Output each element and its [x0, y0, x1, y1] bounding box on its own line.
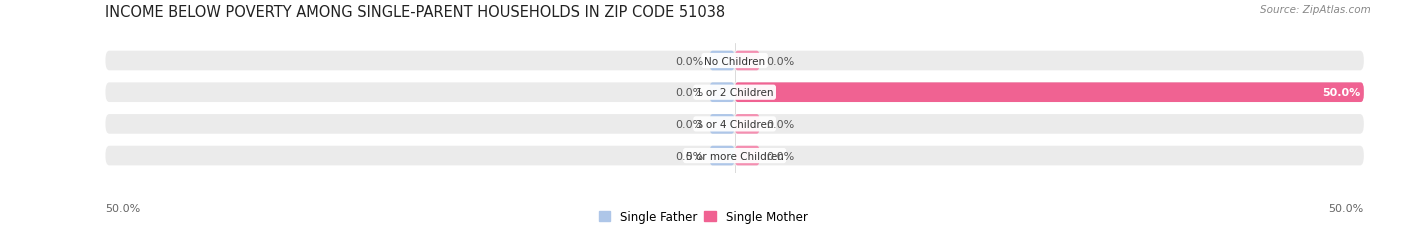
FancyBboxPatch shape: [105, 52, 1364, 71]
Text: 0.0%: 0.0%: [766, 151, 794, 161]
Text: 50.0%: 50.0%: [105, 203, 141, 213]
Text: 1 or 2 Children: 1 or 2 Children: [696, 88, 773, 98]
Text: 0.0%: 0.0%: [675, 56, 703, 66]
Text: 50.0%: 50.0%: [1329, 203, 1364, 213]
FancyBboxPatch shape: [105, 115, 1364, 134]
FancyBboxPatch shape: [734, 146, 759, 166]
FancyBboxPatch shape: [710, 146, 734, 166]
Text: 5 or more Children: 5 or more Children: [686, 151, 783, 161]
Text: 0.0%: 0.0%: [675, 88, 703, 98]
Text: 0.0%: 0.0%: [675, 151, 703, 161]
Legend: Single Father, Single Mother: Single Father, Single Mother: [599, 210, 807, 223]
FancyBboxPatch shape: [710, 83, 734, 103]
Text: 50.0%: 50.0%: [1322, 88, 1360, 98]
FancyBboxPatch shape: [710, 52, 734, 71]
FancyBboxPatch shape: [105, 146, 1364, 166]
FancyBboxPatch shape: [734, 83, 1364, 103]
Text: Source: ZipAtlas.com: Source: ZipAtlas.com: [1260, 5, 1371, 15]
FancyBboxPatch shape: [105, 83, 1364, 103]
Text: 0.0%: 0.0%: [766, 56, 794, 66]
Text: No Children: No Children: [704, 56, 765, 66]
FancyBboxPatch shape: [710, 115, 734, 134]
Text: 0.0%: 0.0%: [766, 119, 794, 129]
FancyBboxPatch shape: [734, 115, 759, 134]
FancyBboxPatch shape: [734, 52, 759, 71]
Text: 0.0%: 0.0%: [675, 119, 703, 129]
Text: INCOME BELOW POVERTY AMONG SINGLE-PARENT HOUSEHOLDS IN ZIP CODE 51038: INCOME BELOW POVERTY AMONG SINGLE-PARENT…: [105, 5, 725, 20]
Text: 3 or 4 Children: 3 or 4 Children: [696, 119, 773, 129]
